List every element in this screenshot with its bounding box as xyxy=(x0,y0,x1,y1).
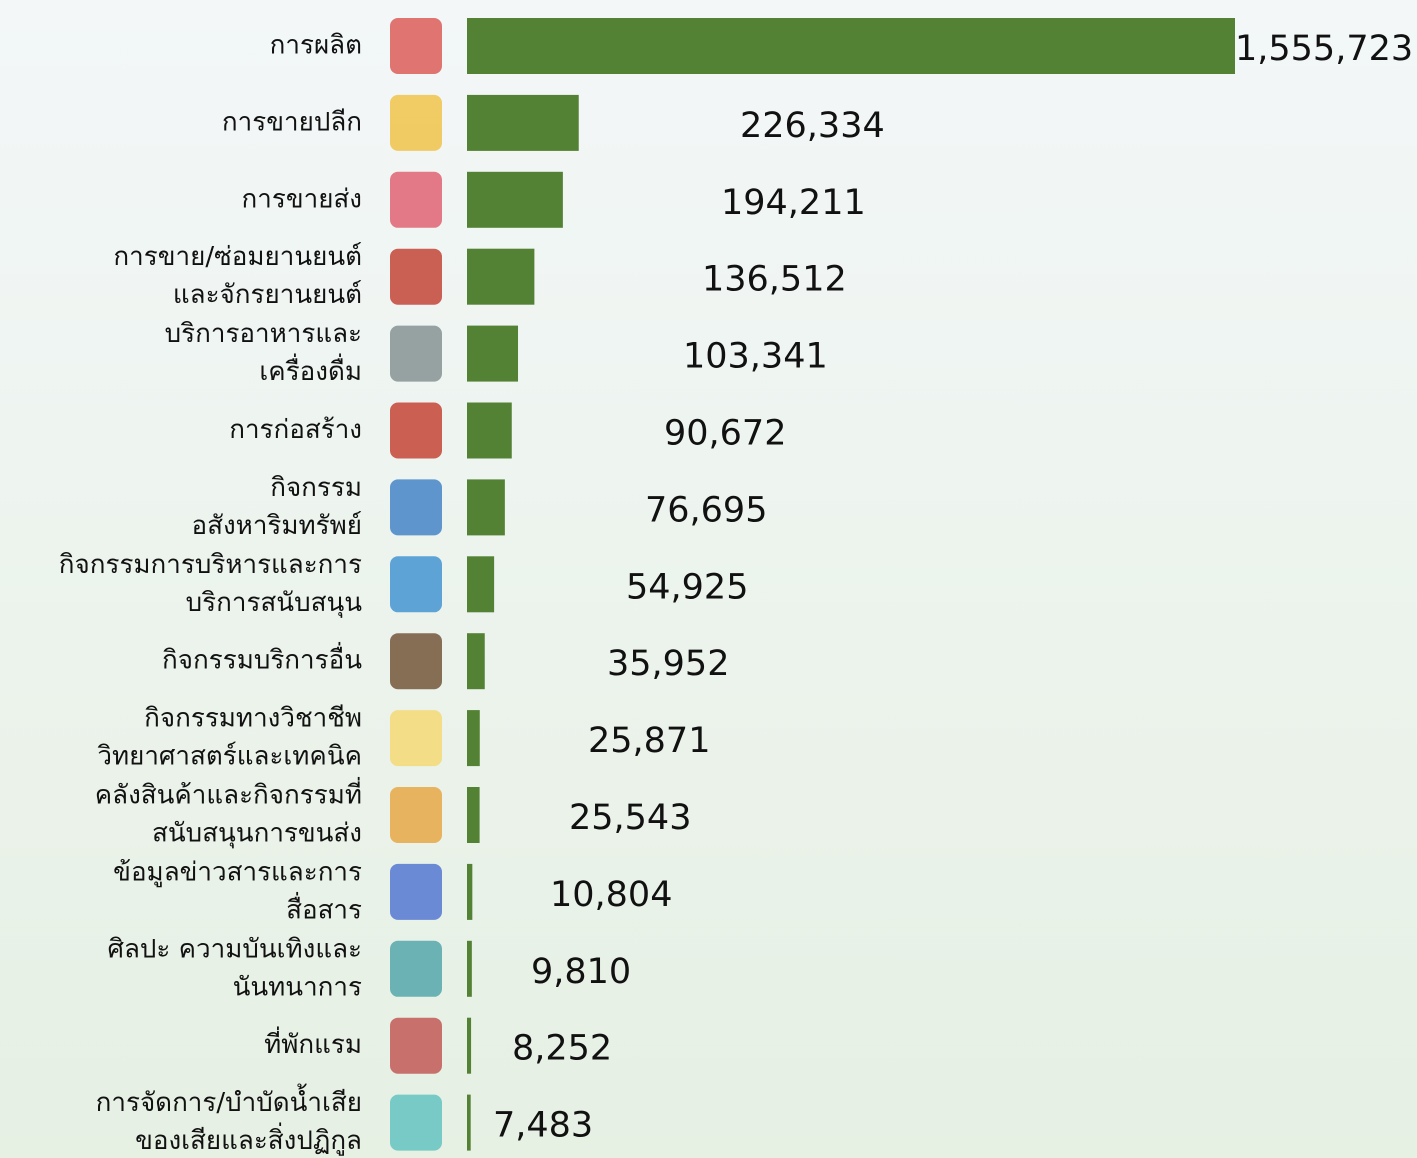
category-icon xyxy=(390,1094,442,1151)
category-icon xyxy=(390,863,442,920)
category-icon xyxy=(390,1017,442,1074)
bar xyxy=(467,94,579,151)
category-label: วิทยาศาสตร์และเทคนิค xyxy=(97,742,362,772)
category-icon xyxy=(390,94,442,151)
value-label: 90,672 xyxy=(664,414,786,454)
bar xyxy=(467,325,519,382)
bar xyxy=(467,171,563,228)
value-label: 8,252 xyxy=(512,1029,612,1069)
value-label: 136,512 xyxy=(702,260,847,300)
value-label: 25,871 xyxy=(588,721,710,761)
bar xyxy=(467,710,480,767)
value-label: 10,804 xyxy=(550,875,672,915)
value-label: 7,483 xyxy=(493,1106,593,1146)
value-label: 1,555,723 xyxy=(1235,29,1413,69)
category-label: บริการสนับสนุน xyxy=(186,588,363,618)
bar xyxy=(467,18,1235,74)
bar xyxy=(467,940,472,997)
value-label: 9,810 xyxy=(531,952,631,992)
category-label: คลังสินค้าและกิจกรรมที่ xyxy=(95,777,362,811)
bar xyxy=(467,633,485,690)
category-label: ข้อมูลข่าวสารและการ xyxy=(113,857,362,887)
value-label: 194,211 xyxy=(721,183,866,223)
category-label: เครื่องดื่ม xyxy=(259,353,362,387)
value-label: 54,925 xyxy=(626,567,748,607)
category-label: กิจกรรมทางวิชาชีพ xyxy=(144,704,362,734)
category-label: การขายส่ง xyxy=(242,184,362,214)
bar xyxy=(467,1094,471,1151)
category-label: สื่อสาร xyxy=(286,891,362,925)
bar xyxy=(467,556,495,613)
value-label: 76,695 xyxy=(645,490,767,530)
category-label: สนับสนุนการขนส่ง xyxy=(152,819,362,849)
category-label: การจัดการ/บำบัดน้ำเสีย xyxy=(96,1083,362,1118)
bar xyxy=(467,402,512,459)
category-icon xyxy=(390,787,442,843)
category-label: ของเสียและสิ่งปฏิกูล xyxy=(135,1122,362,1156)
category-icon xyxy=(390,710,442,767)
category-icon xyxy=(390,479,442,536)
category-icon xyxy=(390,18,442,74)
category-label: กิจกรรมการบริหารและการ xyxy=(59,550,362,580)
category-icon xyxy=(390,171,442,228)
category-label: การก่อสร้าง xyxy=(229,415,362,445)
category-icon xyxy=(390,633,442,690)
value-label: 25,543 xyxy=(569,798,691,838)
category-icon xyxy=(390,325,442,382)
category-icon xyxy=(390,248,442,305)
category-label: การผลิต xyxy=(270,31,362,61)
bar xyxy=(467,248,535,305)
bar xyxy=(467,1017,472,1074)
category-label: ที่พักแรม xyxy=(264,1026,362,1060)
bar xyxy=(467,863,473,920)
value-label: 226,334 xyxy=(740,106,885,146)
category-icon xyxy=(390,556,442,613)
bar xyxy=(467,479,505,536)
category-label: ศิลปะ ความบันเทิงและ xyxy=(107,934,362,964)
category-icon xyxy=(390,940,442,997)
category-label: อสังหาริมทรัพย์ xyxy=(192,511,363,541)
category-label: นันทนาการ xyxy=(233,972,362,1002)
category-label: บริการอาหารและ xyxy=(165,319,362,349)
category-label: การขายปลีก xyxy=(222,107,362,137)
category-label: และจักรยานยนต์ xyxy=(173,280,362,310)
bar xyxy=(467,787,480,843)
value-label: 103,341 xyxy=(683,337,828,377)
category-label: กิจกรรมบริการอื่น xyxy=(162,642,362,676)
value-label: 35,952 xyxy=(607,644,729,684)
category-label: การขาย/ซ่อมยานยนต์ xyxy=(113,242,362,272)
category-icon xyxy=(390,402,442,459)
category-label: กิจกรรม xyxy=(270,473,362,503)
